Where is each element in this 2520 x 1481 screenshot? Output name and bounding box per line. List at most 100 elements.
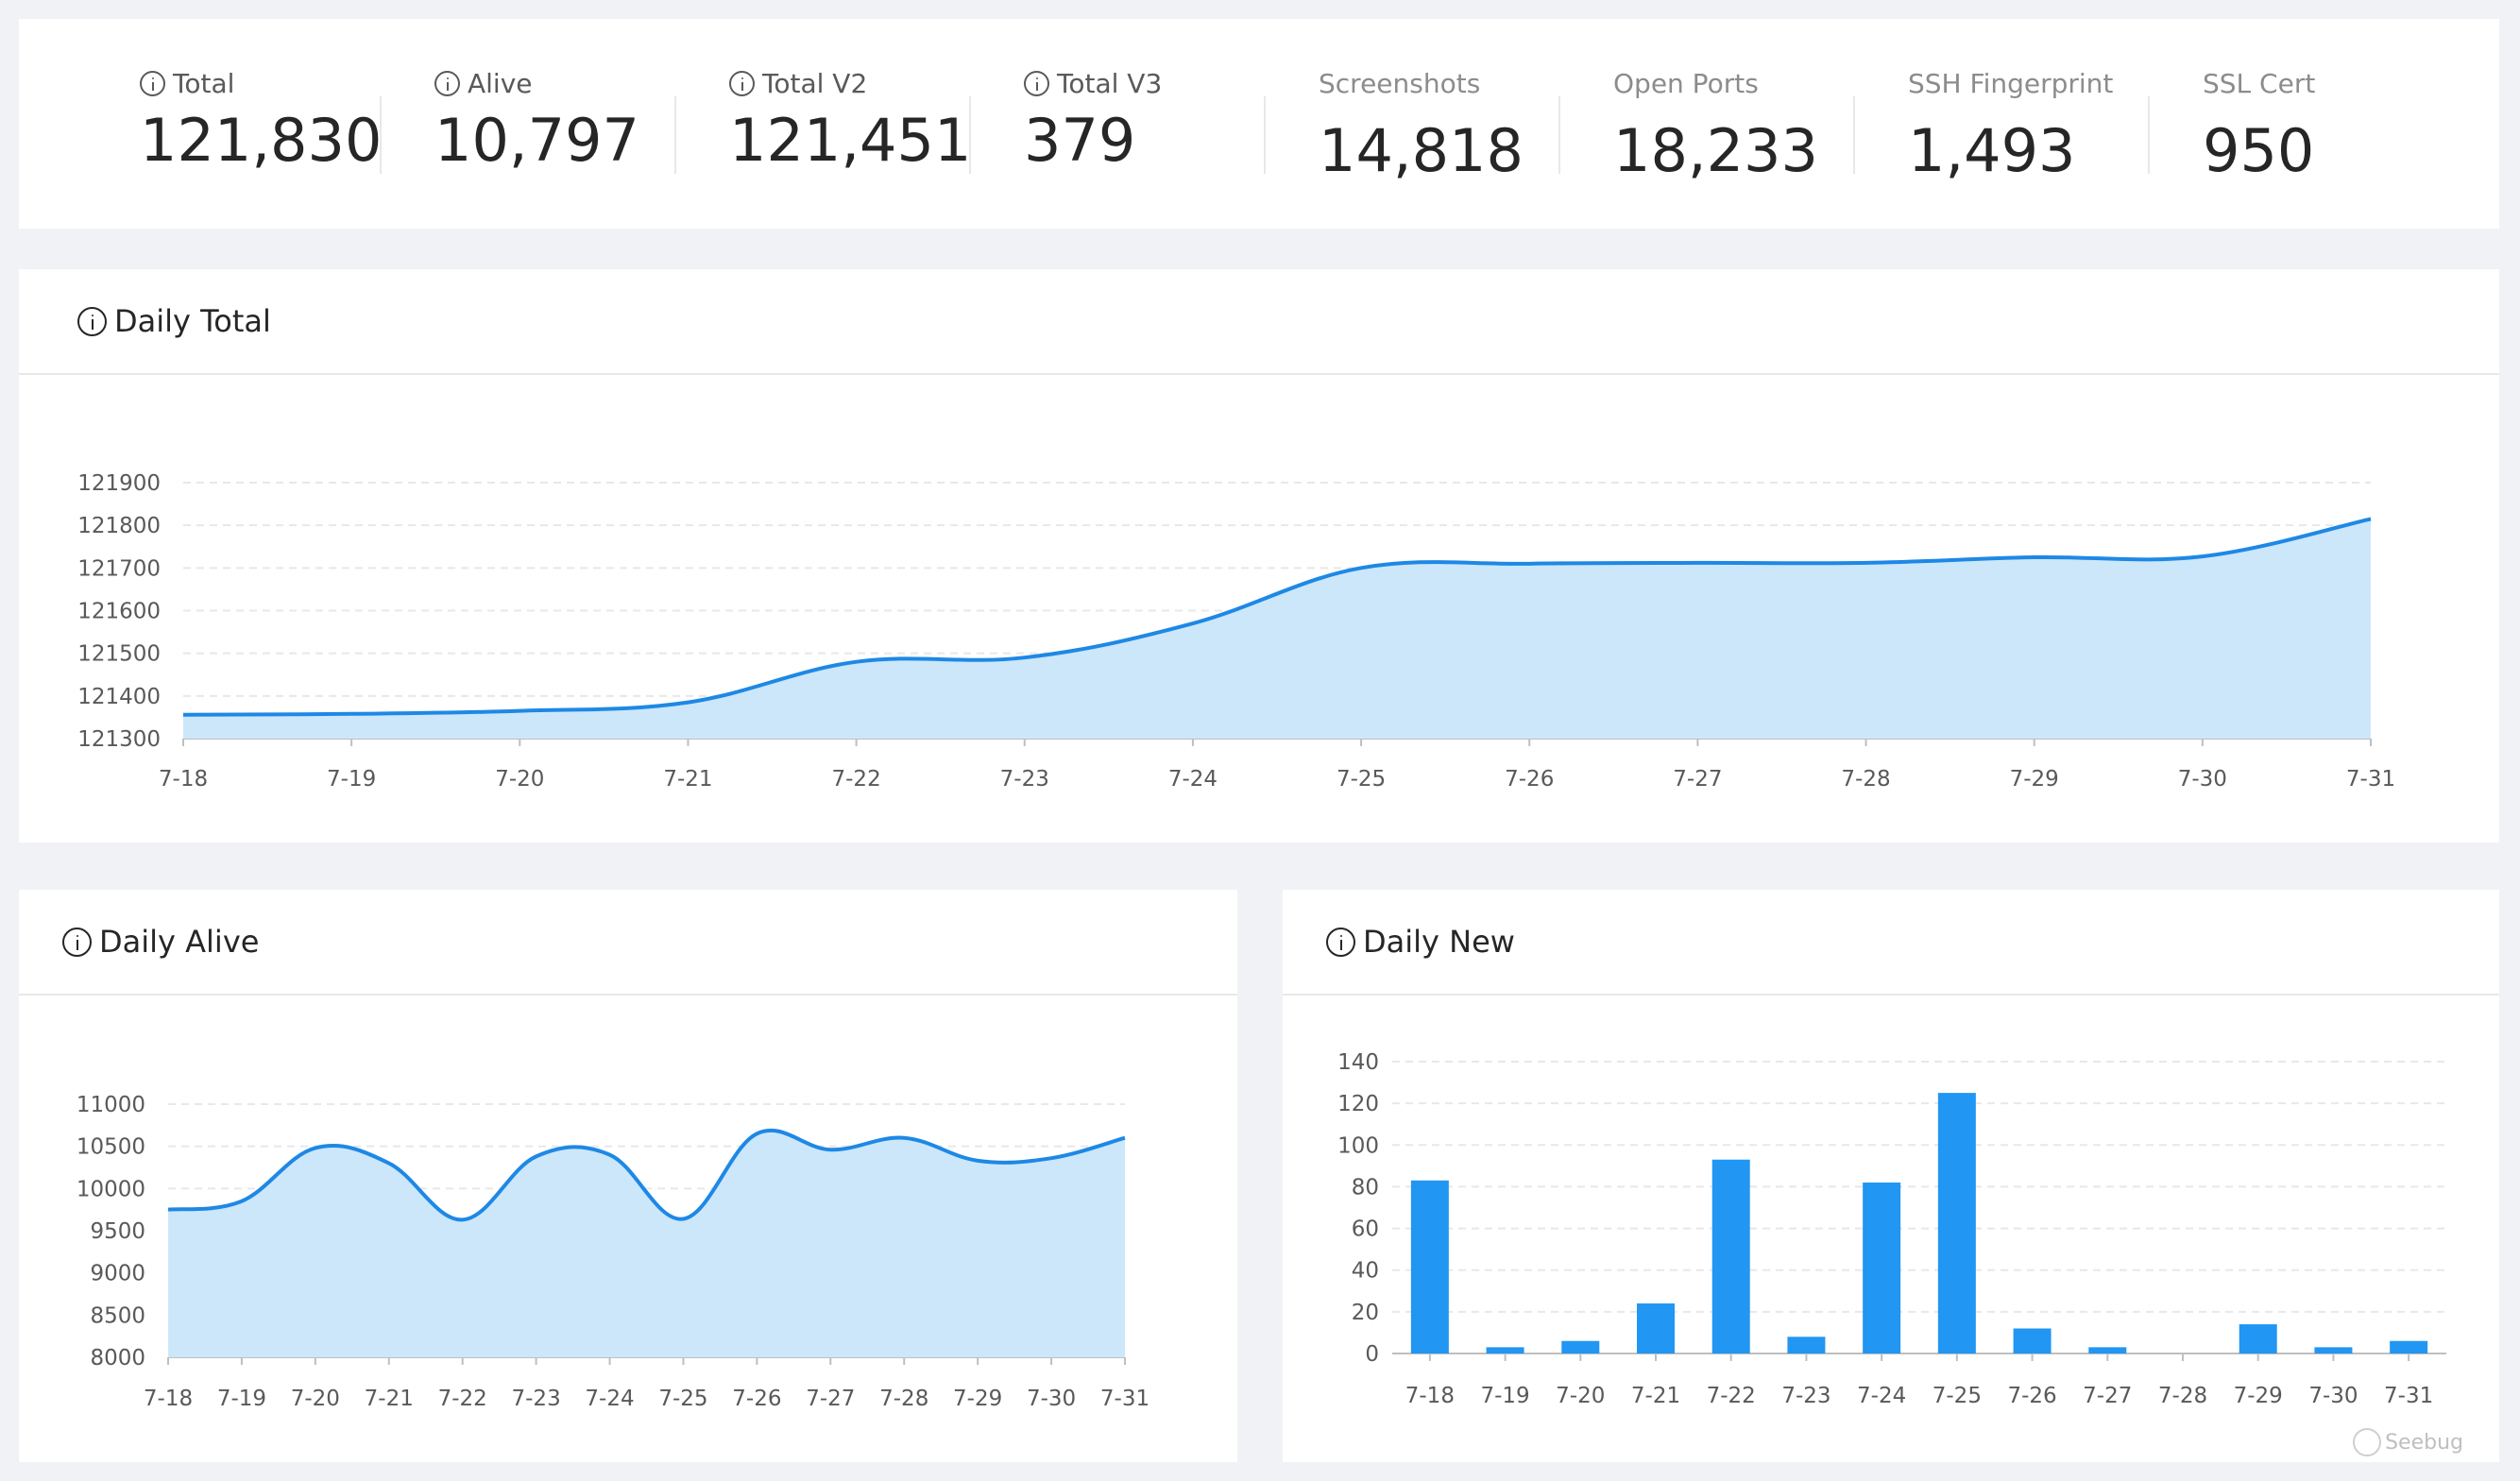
bar[interactable] (1410, 1180, 1449, 1353)
x-tick-label: 7-30 (2308, 1384, 2358, 1408)
x-tick-label: 7-25 (1933, 1384, 1982, 1408)
daily-new-title: Daily New (1363, 924, 1515, 960)
bar[interactable] (1863, 1183, 1901, 1353)
bar[interactable] (2390, 1340, 2428, 1353)
bar[interactable] (1711, 1159, 1750, 1353)
y-tick-label: 121800 (77, 514, 161, 538)
x-tick-label: 7-30 (2178, 767, 2227, 792)
y-tick-label: 8000 (90, 1346, 145, 1370)
bar[interactable] (1787, 1336, 1826, 1353)
y-tick-label: 121300 (77, 727, 161, 752)
x-tick-label: 7-22 (832, 767, 881, 792)
x-tick-label: 7-28 (2158, 1384, 2207, 1408)
y-tick-label: 11000 (77, 1093, 145, 1117)
y-tick-label: 9000 (90, 1262, 145, 1286)
stat-value: 121,451 (729, 106, 972, 175)
watermark-text: Seebug (2385, 1430, 2463, 1455)
y-tick-label: 121900 (77, 471, 161, 496)
y-tick-label: 100 (1337, 1133, 1379, 1158)
x-tick-label: 7-21 (663, 767, 712, 792)
stat-divider (2148, 96, 2150, 174)
x-tick-label: 7-29 (2234, 1384, 2283, 1408)
x-tick-label: 7-24 (1857, 1384, 1906, 1408)
x-tick-label: 7-18 (159, 767, 208, 792)
x-tick-label: 7-19 (327, 767, 376, 792)
info-icon[interactable] (77, 306, 107, 336)
x-tick-label: 7-20 (291, 1387, 340, 1411)
stat-divider (1264, 96, 1266, 174)
x-tick-label: 7-25 (1337, 767, 1386, 792)
y-tick-label: 20 (1352, 1301, 1379, 1325)
x-tick-label: 7-21 (365, 1387, 414, 1411)
stat-label-text: Total V2 (762, 68, 868, 99)
daily-alive-chart: 8000 8500 9000 9500 10000 10500 11000 7-18 7-19 7… (77, 1093, 1149, 1411)
y-tick-label: 140 (1337, 1050, 1379, 1075)
daily-total-chart: 121300 121400 121500 121600 121700 121800 1219… (77, 471, 2395, 792)
info-icon[interactable] (1326, 927, 1355, 957)
y-tick-label: 121600 (77, 600, 161, 624)
daily-alive-title: Daily Alive (99, 924, 260, 960)
stat-label: Total (140, 68, 234, 99)
bar[interactable] (1937, 1093, 1976, 1353)
x-tick-label: 7-28 (1841, 767, 1890, 792)
bar[interactable] (2088, 1347, 2127, 1353)
stat-divider (969, 96, 971, 174)
x-tick-label: 7-22 (438, 1387, 487, 1411)
x-tick-label: 7-19 (1480, 1384, 1529, 1408)
stat-value: 18,233 (1613, 116, 1818, 185)
stat-divider (1853, 96, 1855, 174)
y-tick-label: 121700 (77, 556, 161, 581)
x-tick-label: 7-19 (217, 1387, 266, 1411)
stats-card: Total 121,830 Alive 10,797 Total V2 121,451 To… (19, 19, 2499, 229)
card-header: Daily New (1283, 890, 2499, 996)
info-icon[interactable] (434, 71, 460, 96)
stat-value: 121,830 (140, 106, 383, 175)
stat-label: SSL Cert (2203, 68, 2315, 99)
x-tick-label: 7-28 (879, 1387, 928, 1411)
daily-new-chart: 0 20 40 60 80 100 120 140 7-18 7-19 7-20 7-21 7-22 7-… (1337, 1050, 2446, 1408)
x-tick-label: 7-31 (1100, 1387, 1149, 1411)
x-tick-label: 7-27 (1673, 767, 1722, 792)
info-icon[interactable] (729, 71, 755, 96)
x-tick-label: 7-23 (512, 1387, 561, 1411)
card-title: Daily Alive (62, 924, 259, 960)
bar[interactable] (1637, 1303, 1675, 1353)
x-tick-label: 7-26 (732, 1387, 781, 1411)
stat-value: 14,818 (1319, 116, 1524, 185)
info-icon[interactable] (140, 71, 165, 96)
bar[interactable] (1486, 1347, 1524, 1353)
series-line (167, 1128, 1126, 1222)
card-header: Daily Alive (19, 890, 1237, 996)
watermark: Seebug (2353, 1428, 2463, 1456)
stat-label: Screenshots (1319, 68, 1480, 99)
x-tick-label: 7-31 (2346, 767, 2395, 792)
y-tick-label: 10000 (77, 1177, 145, 1201)
x-tick-label: 7-18 (1405, 1384, 1455, 1408)
x-tick-label: 7-27 (2083, 1384, 2132, 1408)
info-icon[interactable] (1024, 71, 1049, 96)
y-tick-label: 9500 (90, 1219, 145, 1244)
card-header: Daily Total (19, 269, 2499, 375)
seebug-logo-icon (2353, 1428, 2382, 1456)
y-tick-label: 121400 (77, 685, 161, 709)
stat-label-text: Alive (468, 68, 533, 99)
info-icon[interactable] (62, 927, 92, 957)
x-tick-label: 7-21 (1631, 1384, 1680, 1408)
y-tick-label: 0 (1365, 1342, 1379, 1367)
stat-label-text: SSH Fingerprint (1908, 68, 2114, 99)
bar[interactable] (2314, 1347, 2353, 1353)
y-tick-label: 60 (1352, 1217, 1379, 1242)
stat-label-text: Total V3 (1057, 68, 1163, 99)
stat-label-text: SSL Cert (2203, 68, 2316, 99)
daily-total-card: Daily Total 121300 121400 121500 121600 1217… (19, 269, 2499, 843)
stat-label-text: Total (173, 68, 235, 99)
stat-label-text: Screenshots (1319, 68, 1481, 99)
card-title: Daily New (1326, 924, 1515, 960)
stat-label: Alive (434, 68, 533, 99)
bar[interactable] (2013, 1328, 2052, 1353)
y-tick-label: 10500 (77, 1135, 145, 1160)
x-tick-label: 7-25 (658, 1387, 707, 1411)
bar[interactable] (2239, 1324, 2277, 1353)
bar[interactable] (1561, 1340, 1600, 1353)
x-tick-label: 7-29 (2010, 767, 2059, 792)
